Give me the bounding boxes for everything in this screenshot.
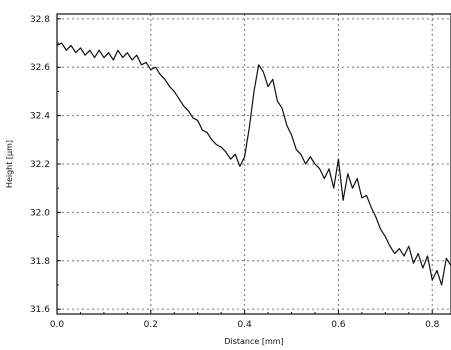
y-tick-label-5: 32.6: [30, 63, 50, 73]
grid-layer: [57, 14, 451, 314]
x-tick-label-0: 0.0: [50, 320, 65, 330]
x-tick-label-4: 0.8: [425, 320, 440, 330]
y-tick-label-1: 31.8: [30, 257, 50, 267]
y-axis-label: Height [µm]: [5, 140, 14, 188]
y-tick-label-6: 32.8: [30, 15, 50, 25]
x-tick-label-2: 0.4: [237, 320, 252, 330]
y-tick-label-0: 31.6: [30, 305, 50, 315]
y-tick-label-3: 32.2: [30, 160, 50, 170]
tick-layer: [56, 18, 433, 314]
x-tick-label-1: 0.2: [144, 320, 158, 330]
x-tick-label-3: 0.6: [331, 320, 346, 330]
y-tick-label-2: 32.0: [30, 208, 50, 218]
label-layer: 0.0 0.2 0.4 0.6 0.8 31.6 31.8 32.0 32.2 32.4 32.6 3…: [30, 15, 440, 330]
height-profile-line: [56, 42, 451, 286]
y-tick-label-4: 32.4: [30, 112, 50, 122]
x-axis-label: Distance [mm]: [224, 337, 283, 346]
